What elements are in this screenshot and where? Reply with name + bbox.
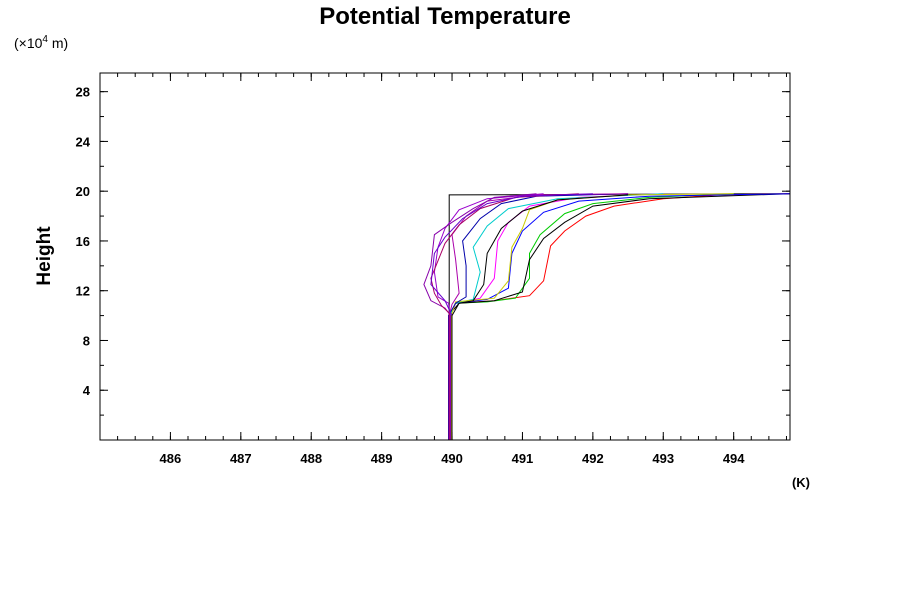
series-line-12 [423, 193, 537, 440]
x-tick-label: 494 [723, 451, 745, 466]
y-tick-label: 4 [83, 383, 91, 398]
data-lines [423, 193, 791, 441]
series-line-4 [448, 193, 791, 440]
chart-title: Potential Temperature [319, 3, 571, 30]
x-tick-label: 487 [230, 451, 252, 466]
series-line-15 [451, 194, 629, 440]
series-line-7 [449, 193, 664, 440]
x-tick-label: 488 [300, 451, 322, 466]
x-tick-label: 490 [441, 451, 463, 466]
y-tick-label: 20 [76, 184, 90, 199]
y-unit-label: (×104 m) [14, 34, 68, 51]
y-axis-label: Height [34, 226, 55, 286]
y-tick-label: 8 [83, 333, 90, 348]
x-tick-label: 486 [160, 451, 182, 466]
series-line-9 [448, 193, 629, 440]
y-tick-label: 28 [76, 85, 90, 100]
series-line-10 [448, 193, 629, 440]
x-tick-label: 493 [652, 451, 674, 466]
x-tick-label: 491 [512, 451, 534, 466]
plot-frame [99, 72, 791, 441]
series-line-8 [450, 193, 734, 440]
x-tick-label: 492 [582, 451, 604, 466]
y-tick-label: 12 [76, 284, 90, 299]
series-line-14 [430, 193, 593, 440]
series-line-13 [430, 193, 579, 440]
y-tick-label: 16 [76, 234, 90, 249]
series-line-3 [449, 193, 734, 440]
x-tick-label: 489 [371, 451, 393, 466]
series-line-2 [450, 193, 791, 441]
y-tick-label: 24 [76, 134, 91, 149]
series-line-6 [450, 193, 664, 440]
x-unit-label: (K) [792, 475, 810, 490]
axis-ticks: 486 487 488 489 490 491 492 493 494 4 8 12 16 20 24 28 [76, 73, 790, 466]
